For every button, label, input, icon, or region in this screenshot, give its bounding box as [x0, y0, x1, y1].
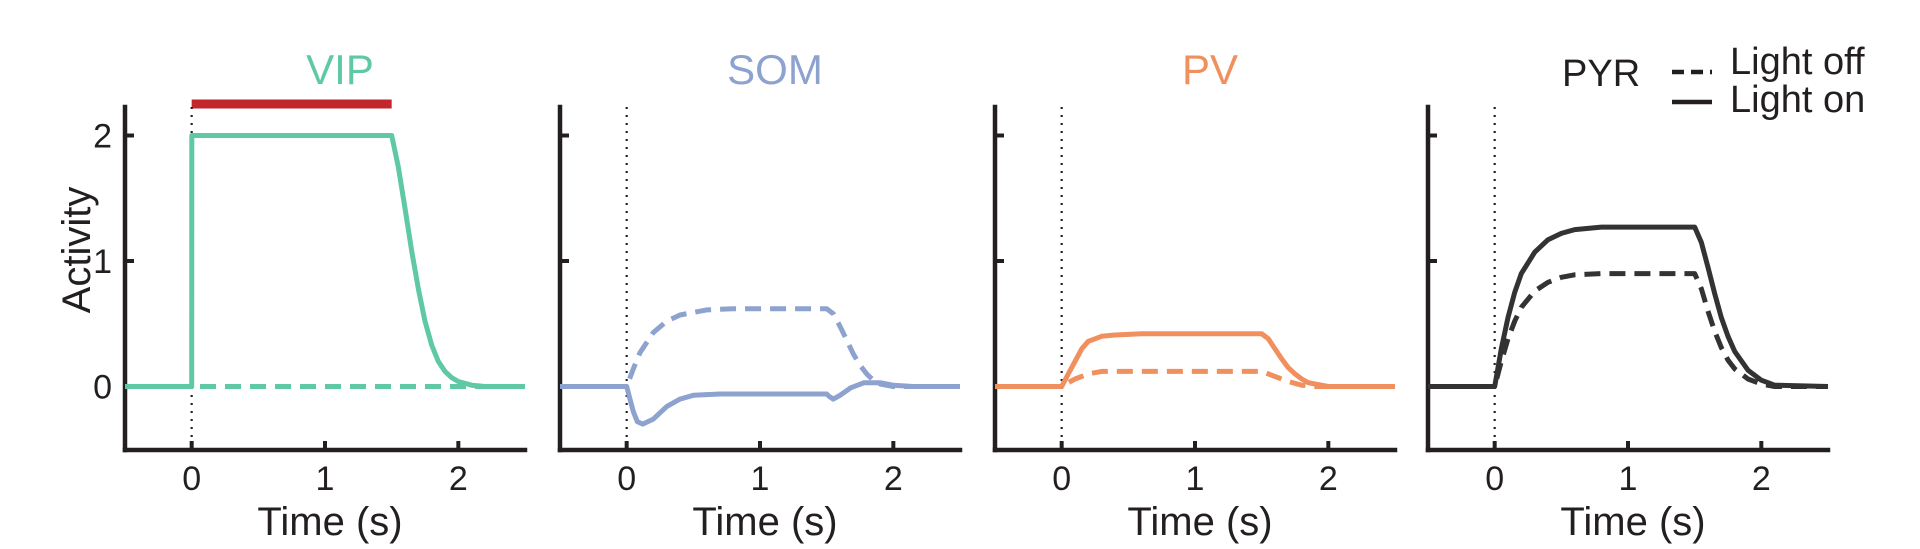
x-tick-label: 0 — [617, 460, 636, 498]
x-axis-label: Time (s) — [1560, 500, 1705, 544]
panel-1: VIP 0 1 2 0 1 2 Time (s) — [93, 46, 528, 544]
x-tick-label: 0 — [1052, 460, 1071, 498]
x-tick-label: 1 — [1619, 460, 1638, 498]
panels: VIP 0 1 2 0 1 2 Time (s) SOM 0 1 2 Time (s) PV 0 1 2 Time… — [93, 46, 1831, 544]
y-tick-label: 0 — [93, 369, 112, 407]
y-axis-label: Activity — [55, 187, 99, 314]
panel-3: PV 0 1 2 Time (s) — [992, 46, 1398, 544]
x-axis-label: Time (s) — [1127, 500, 1272, 544]
panel-title: PV — [1182, 46, 1238, 93]
series-light-off — [1428, 271, 1828, 389]
panel-2: SOM 0 1 2 Time (s) — [557, 46, 963, 544]
series-light-off — [560, 306, 960, 389]
series-light-on — [995, 331, 1395, 389]
x-tick-label: 0 — [1485, 460, 1504, 498]
x-tick-label: 1 — [751, 460, 770, 498]
x-tick-label: 2 — [1319, 460, 1338, 498]
legend-label-light-off: Light off — [1730, 41, 1865, 83]
panel-title: SOM — [727, 46, 823, 93]
series-light-on — [125, 133, 525, 389]
y-tick-label: 1 — [93, 243, 112, 281]
legend: PYR Light off Light on — [1562, 41, 1865, 121]
x-tick-label: 1 — [316, 460, 335, 498]
x-axis-label: Time (s) — [257, 500, 402, 544]
legend-label-light-on: Light on — [1730, 79, 1865, 121]
series-light-on — [560, 380, 960, 427]
series-light-off — [995, 368, 1395, 389]
x-tick-label: 2 — [884, 460, 903, 498]
x-tick-label: 0 — [182, 460, 201, 498]
x-tick-label: 2 — [449, 460, 468, 498]
x-tick-label: 1 — [1186, 460, 1205, 498]
series-light-on — [1428, 224, 1829, 389]
panel-4: 0 1 2 Time (s) — [1425, 104, 1831, 544]
x-axis-label: Time (s) — [692, 500, 837, 544]
y-tick-label: 2 — [93, 118, 112, 156]
legend-title: PYR — [1562, 53, 1640, 95]
panel-title: VIP — [306, 46, 374, 93]
x-tick-label: 2 — [1752, 460, 1771, 498]
